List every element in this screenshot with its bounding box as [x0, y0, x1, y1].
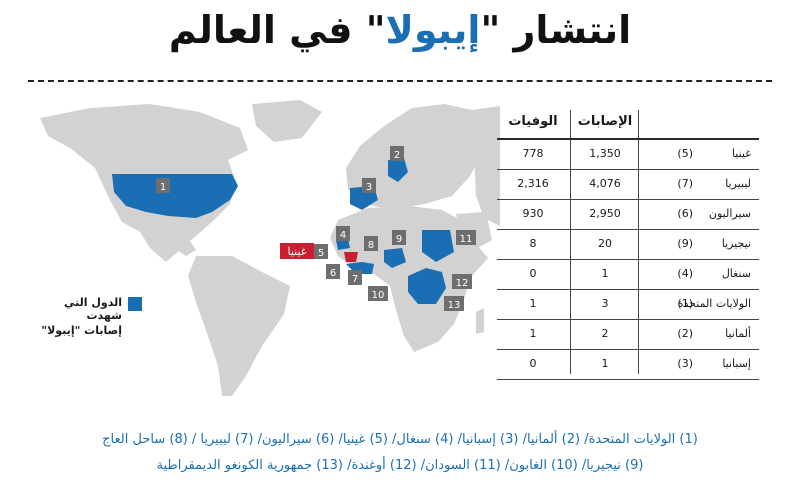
table-row: ليبيريا (7) 4,076 2,316: [497, 170, 759, 200]
svg-text:12: 12: [456, 278, 469, 289]
table-cell: إسبانيا: [722, 357, 751, 370]
title-after: " في العالم: [168, 8, 386, 52]
greenland: [252, 100, 322, 142]
table-cell: (7): [677, 177, 693, 190]
table-cell: 778: [522, 147, 544, 160]
svg-text:4: 4: [340, 230, 346, 241]
marker-2: 2: [390, 146, 404, 161]
svg-text:1: 1: [160, 182, 166, 193]
table-header: الإصابات الوفيات: [497, 110, 759, 140]
guinea-label-box: [280, 243, 314, 259]
world-map: غينيا 1 2 3 4 5 6 7 8 9 10 11 12 13: [40, 100, 500, 396]
table-cell: 20: [598, 237, 612, 250]
svg-text:2: 2: [394, 150, 400, 161]
table-cell: 2,950: [589, 207, 621, 220]
table-cell: 1,350: [589, 147, 621, 160]
table-cell: 930: [522, 207, 544, 220]
cases-table: الإصابات الوفيات غينيا (5) 1,350 778 ليبيري…: [497, 110, 759, 380]
table-row: الولايات المتحدة (1) 3 1: [497, 290, 759, 320]
table-cell: غينيا: [731, 147, 751, 160]
table-divider-right: [638, 110, 639, 374]
legend-line2: إصابات "إيبولا": [41, 324, 122, 337]
svg-text:11: 11: [460, 234, 473, 245]
marker-13: 13: [444, 296, 464, 311]
svg-text:3: 3: [366, 182, 372, 193]
svg-text:6: 6: [330, 268, 336, 279]
table-row: ألمانيا (2) 2 1: [497, 320, 759, 350]
central-africa-region: [408, 268, 446, 304]
table-row: سنغال (4) 1 0: [497, 260, 759, 290]
header-cases: الإصابات: [577, 114, 633, 129]
page-title: انتشار "إيبولا" في العالم: [0, 8, 800, 52]
marker-12: 12: [452, 274, 472, 289]
table-cell: 0: [529, 267, 537, 280]
marker-5: 5: [314, 244, 328, 259]
usa-region: [112, 174, 238, 218]
table-cell: (6): [677, 207, 693, 220]
asia: [472, 106, 500, 226]
table-divider-left: [570, 110, 571, 374]
germany-region: [388, 158, 408, 182]
marker-11: 11: [456, 230, 476, 245]
svg-text:10: 10: [372, 290, 385, 301]
table-cell: 8: [529, 237, 537, 250]
footnote-line1: (1) الولايات المتحدة/ (2) ألمانيا/ (3) إ…: [102, 432, 698, 447]
table-cell: ليبيريا: [725, 177, 751, 190]
title-before: انتشار ": [480, 8, 632, 52]
marker-4: 4: [336, 226, 350, 241]
table-cell: سنغال: [721, 267, 751, 280]
table-cell: 2,316: [517, 177, 549, 190]
svg-text:8: 8: [368, 240, 374, 251]
table-row: سيراليون (6) 2,950 930: [497, 200, 759, 230]
marker-9: 9: [392, 230, 406, 245]
table-cell: 1: [529, 327, 537, 340]
table-row: نيجيريا (9) 20 8: [497, 230, 759, 260]
marker-7: 7: [348, 270, 362, 285]
header-deaths: الوفيات: [508, 114, 558, 129]
table-cell: 4,076: [589, 177, 621, 190]
table-cell: الولايات المتحدة: [677, 297, 751, 310]
guinea-region: [344, 252, 358, 262]
sudan-region: [422, 230, 454, 262]
nigeria-region: [384, 248, 406, 268]
marker-3: 3: [362, 178, 376, 193]
table-cell: 0: [529, 357, 537, 370]
table-row: غينيا (5) 1,350 778: [497, 140, 759, 170]
table-cell: (1): [677, 297, 693, 310]
table-cell: 2: [601, 327, 609, 340]
guinea-label: غينيا: [287, 245, 306, 258]
table-cell: (9): [677, 237, 693, 250]
europe: [346, 104, 492, 210]
table-cell: 1: [601, 267, 609, 280]
table-cell: 1: [529, 297, 537, 310]
footnote-line2: (9) نيجيريا/ (10) الغابون/ (11) السودان/…: [156, 458, 644, 473]
table-cell: (3): [677, 357, 693, 370]
title-divider: [28, 80, 772, 82]
table-cell: 3: [601, 297, 609, 310]
marker-8: 8: [364, 236, 378, 251]
table-row: إسبانيا (3) 1 0: [497, 350, 759, 380]
title-highlight: إيبولا: [385, 8, 481, 52]
svg-text:9: 9: [396, 234, 402, 245]
table-cell: (4): [677, 267, 693, 280]
table-cell: (5): [677, 147, 693, 160]
marker-10: 10: [368, 286, 388, 301]
south-america: [188, 256, 290, 396]
svg-text:5: 5: [318, 248, 324, 259]
svg-text:13: 13: [448, 300, 461, 311]
madagascar: [476, 308, 484, 334]
legend-line1: الدول التي شهدت: [64, 296, 122, 322]
table-cell: 1: [601, 357, 609, 370]
legend-swatch: [128, 297, 142, 311]
table-cell: ألمانيا: [725, 327, 751, 340]
table-cell: (2): [677, 327, 693, 340]
svg-text:7: 7: [352, 274, 358, 285]
mexico: [128, 210, 196, 256]
table-cell: سيراليون: [708, 207, 751, 220]
marker-1: 1: [156, 178, 170, 193]
table-cell: نيجيريا: [721, 237, 751, 250]
marker-6: 6: [326, 264, 340, 279]
